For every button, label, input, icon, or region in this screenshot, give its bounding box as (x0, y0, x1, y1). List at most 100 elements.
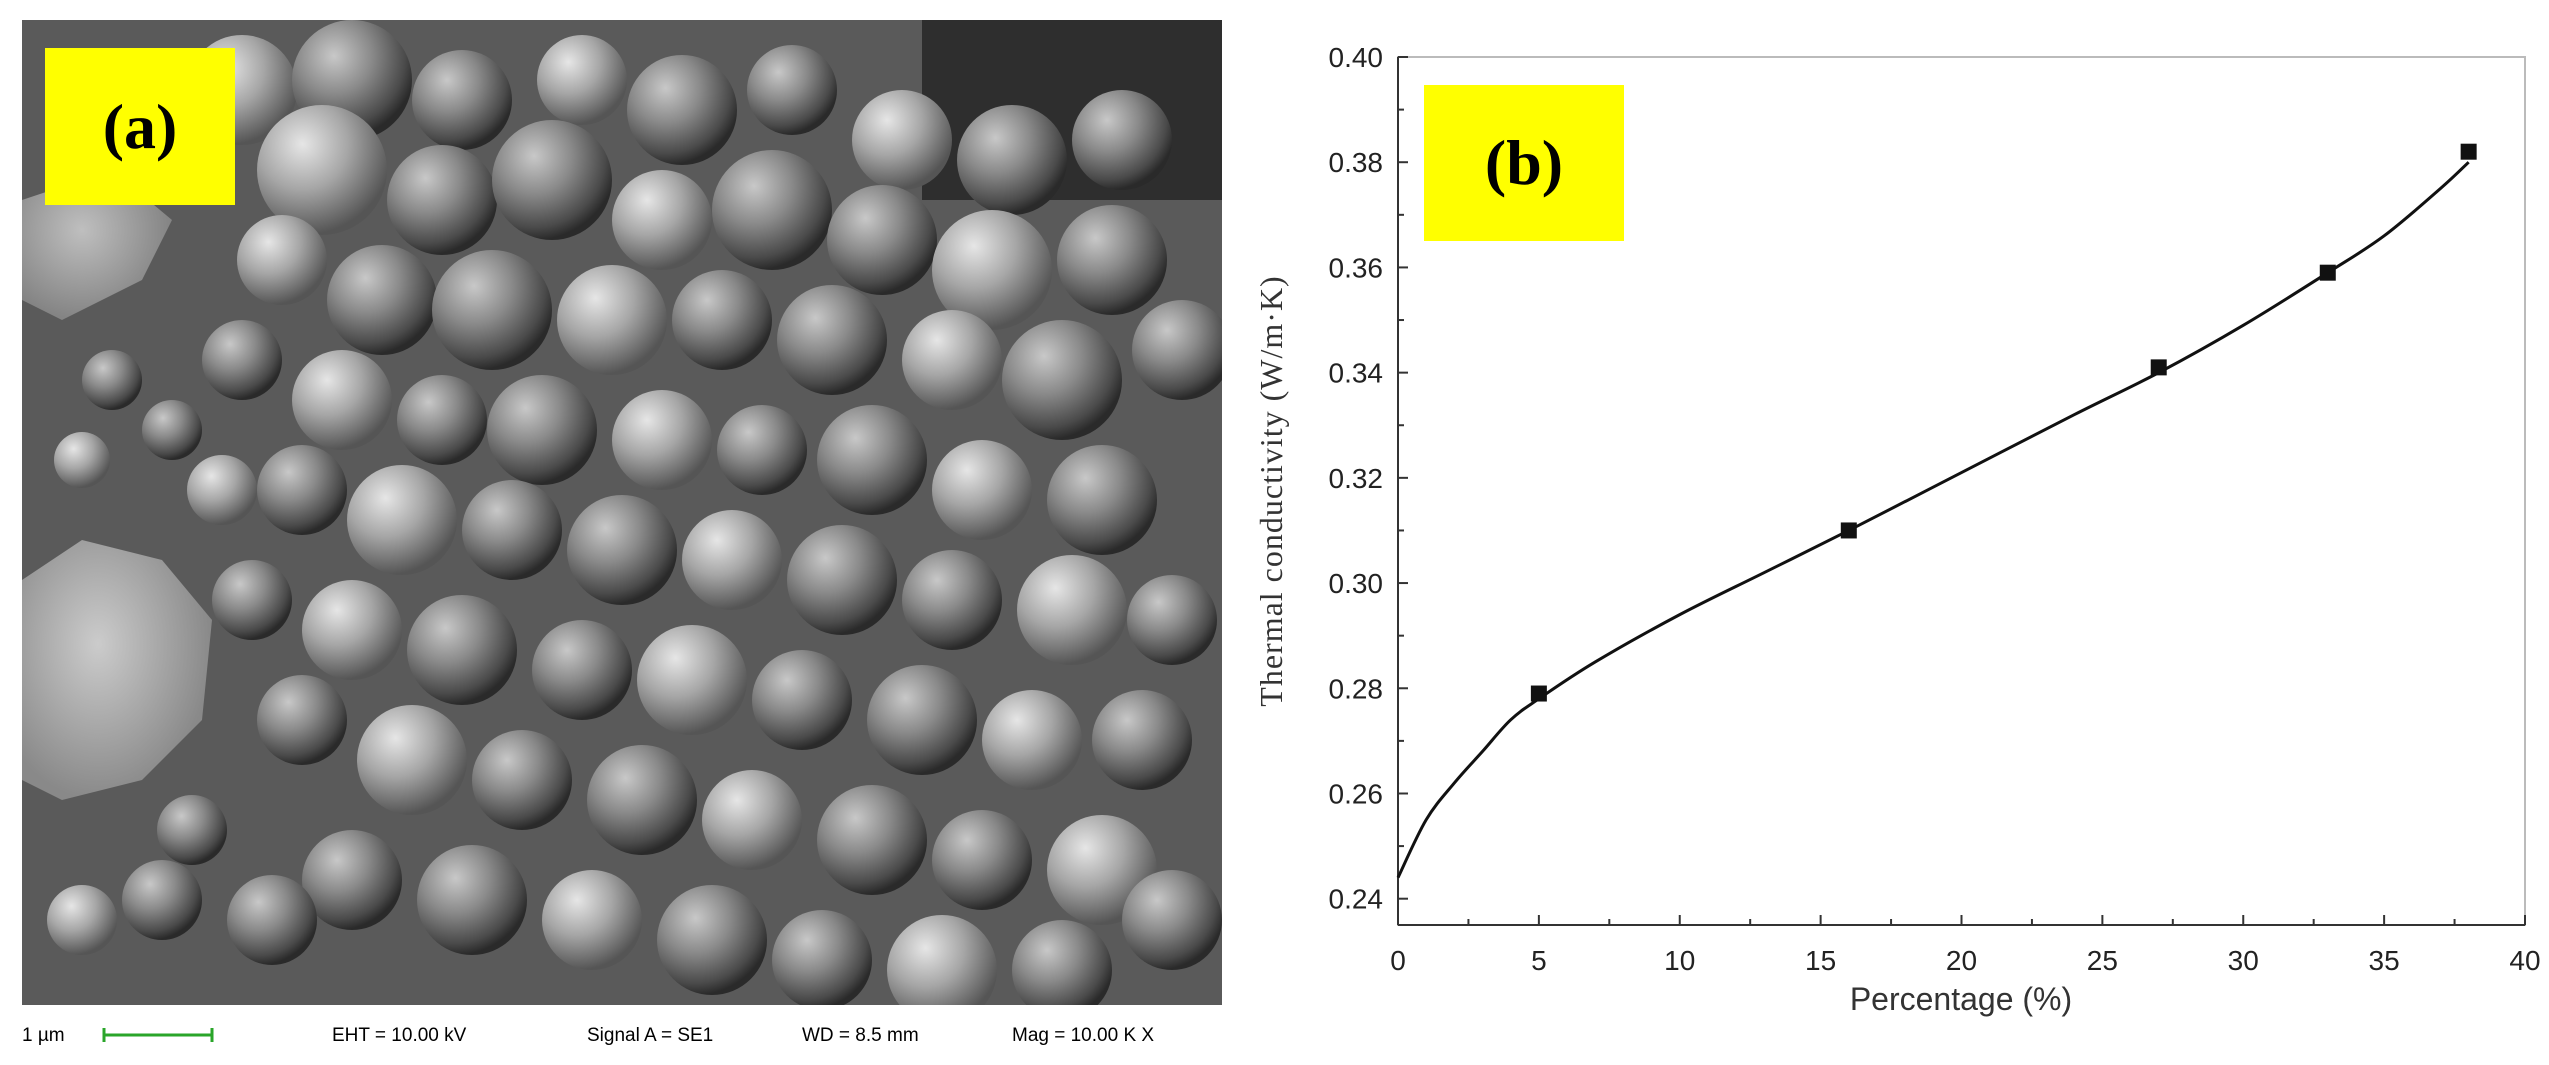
sem-particle (637, 625, 747, 735)
x-tick-label: 5 (1531, 945, 1547, 976)
x-tick-label: 40 (2509, 945, 2540, 976)
y-tick-label: 0.34 (1329, 358, 1384, 389)
scale-bar (102, 1028, 214, 1042)
sem-mag-text: Mag = 10.00 K X (1012, 1025, 1155, 1046)
y-tick-label: 0.32 (1329, 463, 1384, 494)
fit-curve (1396, 161, 2470, 879)
sem-info-bar: 1 µm EHT = 10.00 kV Signal A = SE1 WD = … (22, 1010, 1222, 1060)
sem-particle (187, 455, 257, 525)
sem-particle (1012, 920, 1112, 1005)
sem-particle (1072, 90, 1172, 190)
x-tick-label: 25 (2087, 945, 2118, 976)
sem-particle (347, 465, 457, 575)
thermal-conductivity-chart: 0 5 10 15 20 25 30 35 40 0.24 0.26 0.28 0.30 0.32 0.3… (1253, 42, 2540, 1017)
y-tick-label: 0.28 (1329, 673, 1384, 704)
sem-particle (202, 320, 282, 400)
sem-particle (257, 675, 347, 765)
panel-a: (a) 1 µm EHT = 10.00 kV Signal A = SE1 W… (0, 0, 1230, 1065)
sem-particle (1122, 870, 1222, 970)
sem-particle (752, 650, 852, 750)
sem-particle (612, 170, 712, 270)
sem-particle (412, 50, 512, 150)
sem-micrograph (22, 20, 1222, 1005)
sem-particle (462, 480, 562, 580)
sem-particle (1047, 445, 1157, 555)
data-point (2150, 359, 2167, 376)
sem-scale-text: 1 µm (22, 1025, 65, 1046)
sem-particle (257, 445, 347, 535)
sem-particle (712, 150, 832, 270)
sem-particle (54, 432, 110, 488)
sem-particle (557, 265, 667, 375)
sem-particle (1132, 300, 1222, 400)
y-tick-label: 0.26 (1329, 778, 1384, 809)
sem-particle (542, 870, 642, 970)
x-tick-label: 0 (1390, 945, 1406, 976)
sem-particle (567, 495, 677, 605)
sem-particle (1017, 555, 1127, 665)
sem-particle (777, 285, 887, 395)
x-axis-title: Percentage (%) (1850, 981, 2072, 1017)
sem-particle (212, 560, 292, 640)
sem-particle (817, 785, 927, 895)
x-tick-label: 35 (2369, 945, 2400, 976)
sem-particle (717, 405, 807, 495)
sem-particle (82, 350, 142, 410)
sem-particle (492, 120, 612, 240)
data-point (1840, 522, 1857, 539)
sem-particle (387, 145, 497, 255)
y-axis-title: Thermal conductivity (W/m·K) (1253, 275, 1289, 706)
data-point (2460, 143, 2477, 160)
sem-particle (867, 665, 977, 775)
panel-a-label: (a) (45, 48, 235, 205)
sem-particle (157, 795, 227, 865)
sem-particle (902, 310, 1002, 410)
sem-particle (1002, 320, 1122, 440)
y-tick-label: 0.38 (1329, 147, 1384, 178)
sem-particle (302, 580, 402, 680)
y-tick-label: 0.30 (1329, 568, 1384, 599)
sem-signal-text: Signal A = SE1 (587, 1025, 714, 1046)
sem-particle (682, 510, 782, 610)
sem-particle (532, 620, 632, 720)
data-point (1530, 685, 1547, 702)
sem-particle (1127, 575, 1217, 665)
sem-particle (932, 810, 1032, 910)
sem-particle (302, 830, 402, 930)
sem-particle (982, 690, 1082, 790)
y-tick-label: 0.40 (1329, 42, 1384, 73)
sem-particle (612, 390, 712, 490)
sem-particle (472, 730, 572, 830)
sem-particle (257, 105, 387, 235)
y-tick-label: 0.24 (1329, 884, 1384, 915)
sem-particle (432, 250, 552, 370)
x-tick-label: 15 (1805, 945, 1836, 976)
y-tick-label: 0.36 (1329, 252, 1384, 283)
sem-particle (227, 875, 317, 965)
sem-particle (657, 885, 767, 995)
x-tick-label: 30 (2228, 945, 2259, 976)
sem-particle (237, 215, 327, 305)
sem-particle (932, 440, 1032, 540)
sem-particle (487, 375, 597, 485)
sem-particle (957, 105, 1067, 215)
sem-particle (407, 595, 517, 705)
sem-particle (827, 185, 937, 295)
sem-particle (122, 860, 202, 940)
sem-particle (397, 375, 487, 465)
sem-particle (1057, 205, 1167, 315)
sem-particle (627, 55, 737, 165)
panel-b-label: (b) (1424, 85, 1624, 241)
sem-particle (587, 745, 697, 855)
sem-particle (142, 400, 202, 460)
sem-particle (887, 915, 997, 1005)
data-point (2319, 264, 2336, 281)
x-tick-label: 10 (1664, 945, 1695, 976)
sem-particle (327, 245, 437, 355)
sem-particle (417, 845, 527, 955)
sem-particle (1092, 690, 1192, 790)
sem-particle (292, 350, 392, 450)
sem-particle (357, 705, 467, 815)
x-tick-label: 20 (1946, 945, 1977, 976)
sem-particle (902, 550, 1002, 650)
